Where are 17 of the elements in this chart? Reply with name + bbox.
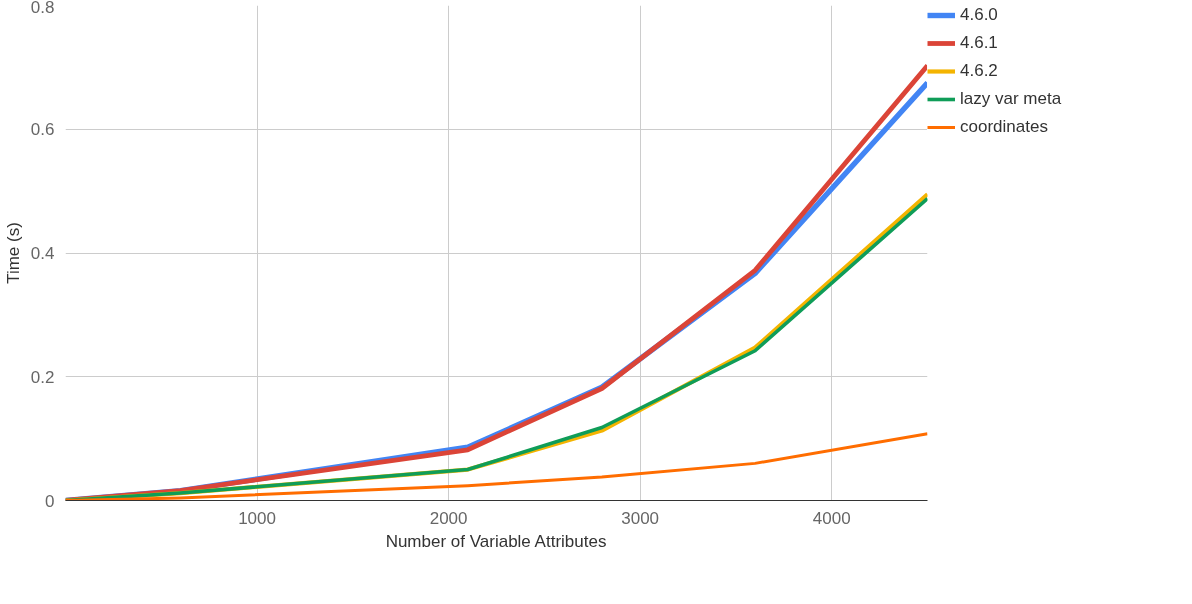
legend-label: coordinates [960,117,1048,137]
x-tick-label: 1000 [238,508,276,528]
y-tick-label: 0.8 [30,0,55,17]
y-tick-label: 0.4 [30,244,55,263]
legend-label: 4.6.2 [960,61,998,81]
y-axis-title: Time (s) [3,222,23,284]
x-tick-label: 4000 [812,508,851,528]
x-axis-title: Number of Variable Attributes [385,531,607,551]
x-tick-label: 2000 [429,508,468,528]
line-series [65,432,928,501]
y-tick-label: 0 [45,491,55,511]
x-tick-label: 3000 [621,508,660,528]
y-tick-label: 0.2 [30,367,55,387]
legend-label: 4.6.0 [960,5,998,25]
y-tick-label: 0.6 [30,120,55,140]
legend-label: lazy var meta [960,89,1062,109]
legend-label: 4.6.1 [960,33,998,53]
